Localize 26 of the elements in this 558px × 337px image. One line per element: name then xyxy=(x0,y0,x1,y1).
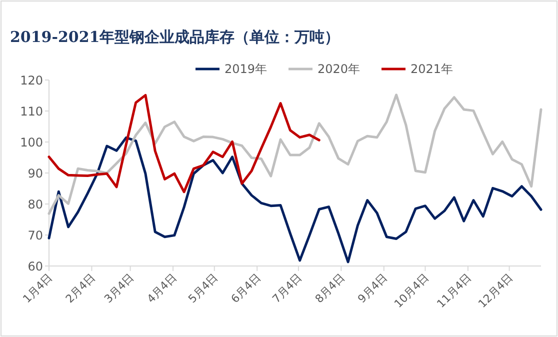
x-tick-label: 3月4日 xyxy=(102,270,136,306)
legend-label: 2021年 xyxy=(410,62,454,76)
x-tick-label: 5月4日 xyxy=(186,270,220,306)
x-tick-label: 11月4日 xyxy=(434,270,474,311)
line-series xyxy=(48,94,542,215)
x-tick-label: 9月4日 xyxy=(355,270,390,306)
y-tick-label: 110 xyxy=(20,104,43,118)
x-tick-label: 7月4日 xyxy=(270,270,305,306)
legend-label: 2020年 xyxy=(318,62,360,76)
y-tick-label: 80 xyxy=(28,198,43,212)
x-tick-label: 8月4日 xyxy=(312,270,348,306)
chart-title: 2019-2021年型钢企业成品库存（单位：万吨） xyxy=(10,28,340,46)
x-tick-label: 1月4日 xyxy=(20,270,56,306)
x-tick-label: 4月4日 xyxy=(144,270,180,306)
x-tick-label: 12月4日 xyxy=(476,270,516,311)
y-tick-label: 120 xyxy=(20,74,43,88)
line-series xyxy=(48,136,542,264)
x-tick-label: 2月4日 xyxy=(63,270,98,306)
y-tick-label: 100 xyxy=(20,136,43,150)
line-series xyxy=(48,94,320,194)
x-tick-label: 10月4日 xyxy=(392,270,432,311)
y-tick-label: 60 xyxy=(28,260,43,274)
y-tick-label: 70 xyxy=(28,228,43,242)
legend-label: 2019年 xyxy=(224,62,268,76)
y-tick-label: 90 xyxy=(28,166,43,180)
x-tick-label: 6月4日 xyxy=(228,270,264,306)
